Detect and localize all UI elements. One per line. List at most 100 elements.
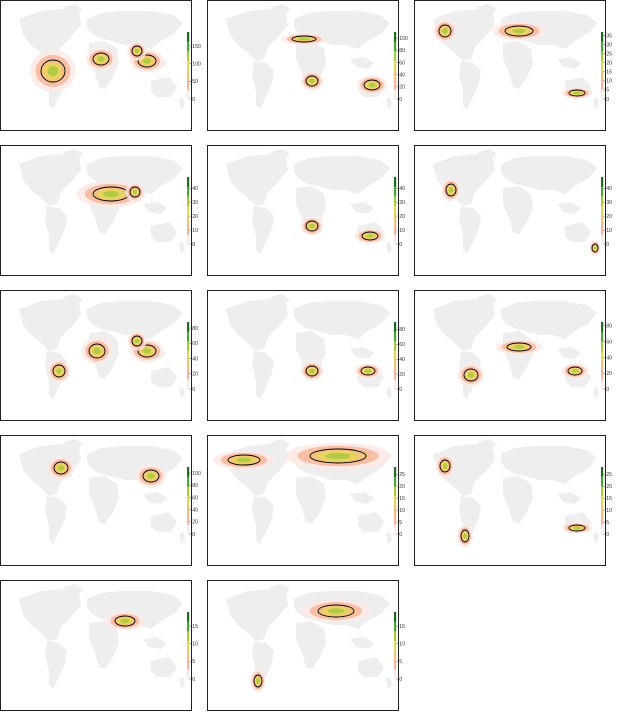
- hotspot-southeast-asia: [127, 331, 147, 351]
- landmass-5: [350, 57, 374, 69]
- landmass-5: [350, 347, 374, 359]
- colorbar-segment: [187, 369, 190, 380]
- colorbar-segment: [394, 379, 397, 390]
- landmass-0: [19, 299, 81, 351]
- legend-tick-label: 100: [192, 62, 201, 68]
- world-map: [19, 584, 185, 689]
- legend-tick-label: 10: [192, 228, 198, 234]
- legend-3: 0 5 10 15 20 25 30 35: [598, 0, 617, 131]
- landmass-1: [63, 294, 83, 305]
- landmass-2: [252, 206, 274, 254]
- landmass-0: [433, 299, 495, 351]
- landmass-3: [294, 301, 390, 339]
- map-panel-8: [207, 290, 399, 421]
- legend-tick-label: 20: [606, 371, 612, 377]
- colorbar-segment: [394, 60, 397, 71]
- colorbar-segment: [187, 89, 190, 100]
- landmass-1: [270, 149, 290, 160]
- legend-tick-label: 60: [399, 60, 405, 66]
- colorbar-segment: [187, 650, 190, 661]
- world-map: [213, 439, 392, 544]
- landmass-2: [45, 496, 67, 544]
- legend-tick-label: 80: [606, 324, 612, 330]
- landmass-4: [296, 621, 326, 669]
- legend-6: 0 10 20 30 40: [598, 145, 617, 276]
- colorbar-segment: [187, 79, 190, 90]
- landmass-4: [503, 331, 533, 379]
- legend-7: 0 20 40 60 80: [184, 290, 206, 421]
- colorbar-segment: [601, 341, 604, 351]
- legend-tick-label: 80: [399, 327, 405, 333]
- hotspot-south-africa: [300, 216, 324, 236]
- landmass-5: [143, 637, 167, 649]
- legend-tick-label: 30: [606, 200, 612, 206]
- colorbar-segment: [601, 514, 604, 525]
- colorbar-segment: [394, 612, 397, 622]
- colorbar-segment: [601, 379, 604, 390]
- landmass-2: [252, 496, 274, 544]
- colorbar-segment: [601, 41, 604, 52]
- colorbar-segment: [601, 495, 604, 506]
- colorbar-segment: [394, 486, 397, 496]
- world-map: [19, 149, 185, 254]
- colorbar-segment: [187, 476, 190, 487]
- map-panel-12: [414, 435, 606, 566]
- colorbar-segment: [187, 215, 190, 226]
- world-map: [433, 149, 601, 256]
- legend-tick-label: 5: [399, 659, 402, 665]
- landmass-7: [593, 532, 599, 544]
- legend-tick-label: 0: [606, 242, 609, 248]
- legend-tick-label: 20: [399, 85, 405, 91]
- legend-tick-label: 10: [399, 508, 405, 514]
- landmass-1: [477, 4, 497, 15]
- landmass-5: [557, 347, 581, 359]
- landmass-1: [477, 439, 497, 450]
- colorbar-segment: [187, 486, 190, 496]
- colorbar-segment: [601, 205, 604, 216]
- colorbar-segment: [187, 32, 190, 42]
- colorbar-segment: [601, 51, 604, 61]
- colorbar-segment: [187, 379, 190, 390]
- colorbar-segment: [187, 60, 190, 71]
- landmass-6: [358, 657, 384, 677]
- legend-13: 0 5 10 15: [184, 580, 206, 711]
- landmass-7: [179, 532, 185, 544]
- map-panel-6: [414, 145, 606, 276]
- map-panel-11: [207, 435, 399, 566]
- colorbar-segment: [394, 234, 397, 245]
- legend-tick-label: 10: [606, 508, 612, 514]
- colorbar-segment: [187, 224, 190, 235]
- legend-tick-label: 15: [606, 496, 612, 502]
- colorbar-segment: [187, 51, 190, 61]
- landmass-7: [179, 677, 185, 689]
- legend-tick-label: 0: [192, 387, 195, 393]
- colorbar-segment: [187, 70, 190, 81]
- legend-tick-label: 80: [192, 326, 198, 332]
- landmass-5: [350, 637, 374, 649]
- colorbar-segment: [394, 51, 397, 61]
- map-panel-2: [207, 0, 399, 131]
- landmass-2: [459, 206, 481, 254]
- colorbar-segment: [394, 621, 397, 632]
- colorbar-segment: [394, 467, 397, 477]
- legend-tick-label: 40: [192, 356, 198, 362]
- legend-11: 0 5 10 15 20 25: [391, 435, 413, 566]
- legend-tick-label: 60: [399, 342, 405, 348]
- colorbar-segment: [601, 360, 604, 371]
- map-panel-14: [207, 580, 399, 711]
- legend-tick-label: 10: [399, 228, 405, 234]
- colorbar-segment: [187, 341, 190, 351]
- hotspot-tibet: [106, 611, 144, 631]
- landmass-2: [45, 206, 67, 254]
- legend-tick-label: 15: [192, 624, 198, 630]
- colorbar-segment: [601, 524, 604, 535]
- legend-tick-label: 0: [399, 97, 402, 103]
- legend-tick-label: 0: [399, 677, 402, 683]
- landmass-3: [87, 11, 183, 49]
- colorbar-segment: [394, 196, 397, 206]
- hotspot-north-america-east: [47, 456, 75, 480]
- legend-tick-label: 100: [192, 471, 201, 477]
- legend-tick-label: 5: [606, 88, 609, 94]
- colorbar-segment: [187, 186, 190, 197]
- colorbar-segment: [394, 177, 397, 187]
